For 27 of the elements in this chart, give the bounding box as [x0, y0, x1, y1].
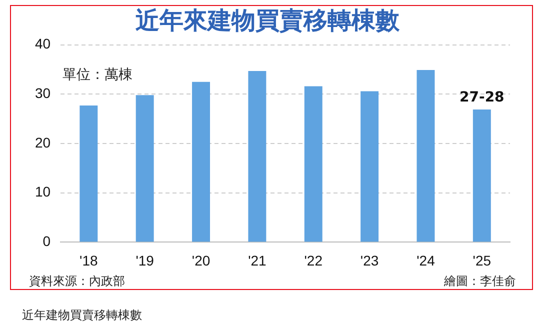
bar: [416, 70, 435, 242]
text: 繪圖：李佳俞: [443, 274, 516, 288]
source-note: 資料來源：內政部: [29, 274, 125, 288]
y-tick-label: 10: [34, 184, 51, 200]
data-label: 27-28: [460, 89, 504, 106]
bar: [192, 82, 210, 242]
x-tick-label: '24: [416, 252, 436, 268]
chart-title: 近年來建物買賣移轉棟數: [136, 6, 400, 35]
x-tick-label: '21: [248, 252, 267, 268]
bar: [136, 95, 154, 242]
x-tick-label: '18: [80, 252, 98, 268]
text: 近年建物買賣移轉棟數: [22, 307, 142, 324]
y-tick-label: 0: [42, 233, 51, 250]
x-tick-label: '22: [304, 252, 323, 268]
bar: [360, 91, 379, 242]
bar: [248, 70, 266, 242]
x-tick-label: '23: [360, 252, 379, 268]
x-tick-label: '25: [472, 252, 492, 268]
annotation: 單位：萬棟: [62, 66, 133, 83]
y-tick-label: 30: [34, 85, 51, 102]
bar: [472, 109, 491, 242]
bar: [304, 86, 322, 242]
x-tick-label: '20: [192, 252, 210, 268]
x-tick-label: '19: [136, 252, 154, 268]
y-tick-label: 20: [34, 134, 51, 150]
y-tick-label: 40: [34, 36, 51, 52]
bar: [80, 106, 98, 242]
